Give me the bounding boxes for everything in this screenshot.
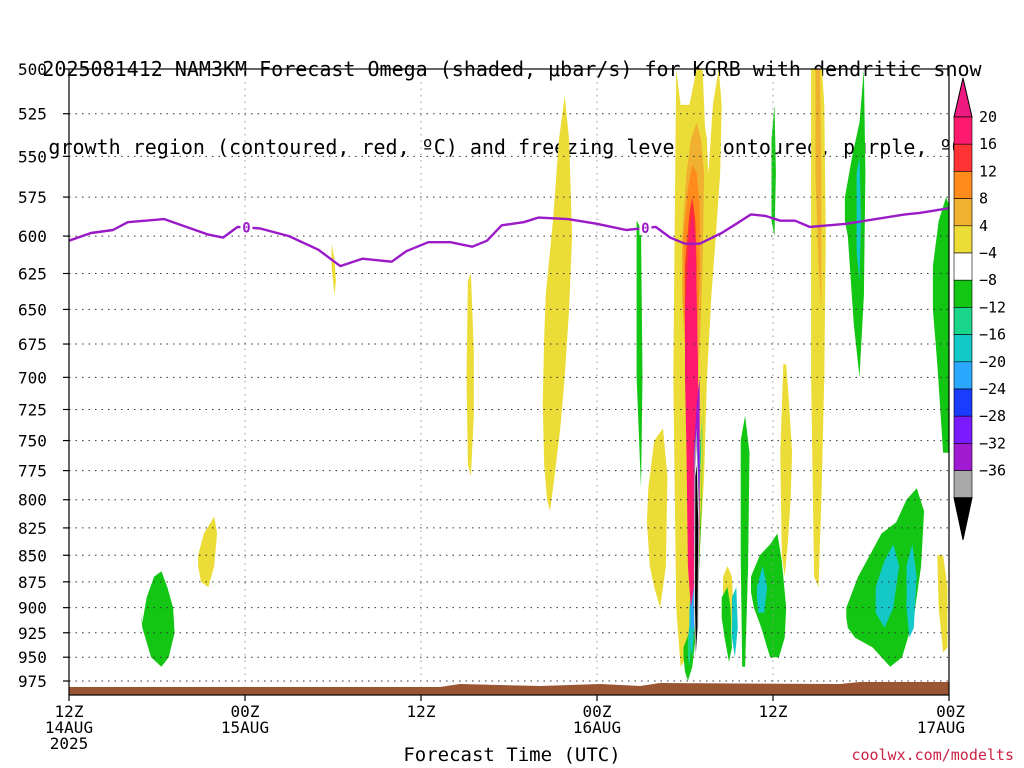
colorbar-segment	[953, 307, 973, 335]
y-tick-label: 650	[18, 300, 47, 319]
omega-region-22	[932, 197, 949, 453]
omega-region-23	[856, 156, 861, 281]
omega-region-38	[695, 464, 699, 653]
freezing-level-label: 0	[641, 221, 649, 237]
x-tick-label: 17AUG	[917, 718, 965, 737]
y-tick-label: 500	[18, 60, 47, 79]
x-tick-label: 15AUG	[221, 718, 269, 737]
x-tick-label: 00Z	[231, 702, 260, 721]
y-tick-label: 700	[18, 368, 47, 387]
y-tick-label: 900	[18, 599, 47, 618]
omega-region-25	[756, 566, 768, 613]
omega-region-13	[683, 295, 706, 681]
omega-region-2	[780, 364, 793, 577]
colorbar-segment	[953, 470, 973, 499]
colorbar-label: −16	[979, 326, 1006, 344]
colorbar-segment	[953, 334, 973, 363]
y-tick-label: 750	[18, 432, 47, 451]
y-tick-label: 725	[18, 401, 47, 420]
x-tick-label: 12Z	[759, 702, 788, 721]
colorbar-label: −32	[979, 434, 1006, 452]
colorbar-segment	[953, 279, 973, 308]
x-tick-label: 16AUG	[573, 718, 621, 737]
omega-region-4	[815, 69, 822, 310]
omega-region-11	[140, 571, 175, 667]
omega-region-8	[331, 243, 336, 296]
omega-region-1	[542, 96, 573, 512]
y-tick-label: 675	[18, 335, 47, 354]
y-tick-label: 975	[18, 672, 47, 691]
y-tick-label: 600	[18, 227, 47, 246]
credit-link[interactable]: coolwx.com/modelts	[851, 746, 1014, 764]
y-tick-label: 575	[18, 188, 47, 207]
y-tick-label: 875	[18, 573, 47, 592]
colorbar-bottom-arrow	[953, 497, 973, 540]
omega-region-12	[636, 220, 643, 489]
plot-frame	[68, 68, 950, 696]
y-tick-label: 800	[18, 491, 47, 510]
colorbar-segment	[953, 116, 973, 145]
y-tick-label: 525	[18, 105, 47, 124]
omega-region-3	[811, 69, 826, 588]
omega-region-7	[198, 516, 218, 588]
omega-region-5	[466, 273, 474, 477]
colorbar-label: 8	[979, 190, 988, 208]
colorbar-label: −24	[979, 380, 1006, 398]
colorbar-label: −8	[979, 271, 997, 289]
x-axis-label: Forecast Time (UTC)	[403, 744, 621, 766]
colorbar-segment	[953, 443, 973, 471]
freezing-level-label: 0	[242, 220, 250, 236]
omega-region-15	[740, 415, 750, 667]
freezing-level-label-bg	[240, 219, 253, 235]
omega-region-16	[751, 533, 787, 658]
x-tick-label: 12Z	[55, 702, 84, 721]
freezing-level-line	[69, 207, 949, 268]
colorbar-segment	[953, 143, 973, 172]
y-tick-label: 950	[18, 648, 47, 667]
omega-region-10	[937, 555, 948, 653]
y-tick-label: 625	[18, 264, 47, 283]
omega-region-24	[731, 587, 738, 658]
colorbar-label: 20	[979, 108, 997, 126]
y-tick-label: 825	[18, 519, 47, 538]
colorbar-label: 12	[979, 162, 997, 180]
omega-region-14	[721, 587, 732, 662]
omega-region-17	[771, 104, 776, 237]
colorbar-label: 4	[979, 217, 988, 235]
x-tick-label: 14AUG	[45, 718, 93, 737]
y-tick-label: 925	[18, 624, 47, 643]
omega-region-6	[646, 428, 668, 608]
colorbar-label: −4	[979, 244, 997, 262]
colorbar-segment	[953, 415, 973, 444]
colorbar-segment	[953, 198, 973, 227]
x-tick-label: 12Z	[407, 702, 436, 721]
x-tick-label: 00Z	[936, 702, 965, 721]
colorbar-segment	[953, 388, 973, 417]
colorbar-label: −36	[979, 462, 1006, 480]
omega-region-21	[906, 544, 917, 638]
y-tick-label: 850	[18, 546, 47, 565]
colorbar-label: −28	[979, 407, 1006, 425]
surface-terrain	[69, 682, 949, 695]
colorbar-label: 16	[979, 135, 997, 153]
colorbar-segment	[953, 252, 973, 281]
freezing-level-label-bg	[639, 219, 652, 235]
colorbar-label: −12	[979, 298, 1006, 316]
colorbar-segment	[953, 361, 973, 390]
x-tick-label: 2025	[50, 734, 89, 753]
omega-region-20	[875, 544, 900, 628]
y-tick-label: 550	[18, 147, 47, 166]
colorbar-segment	[953, 225, 973, 254]
y-tick-label: 775	[18, 462, 47, 481]
colorbar-segment	[953, 171, 973, 199]
colorbar-top-arrow	[953, 77, 973, 118]
colorbar-label: −20	[979, 353, 1006, 371]
x-tick-label: 00Z	[583, 702, 612, 721]
